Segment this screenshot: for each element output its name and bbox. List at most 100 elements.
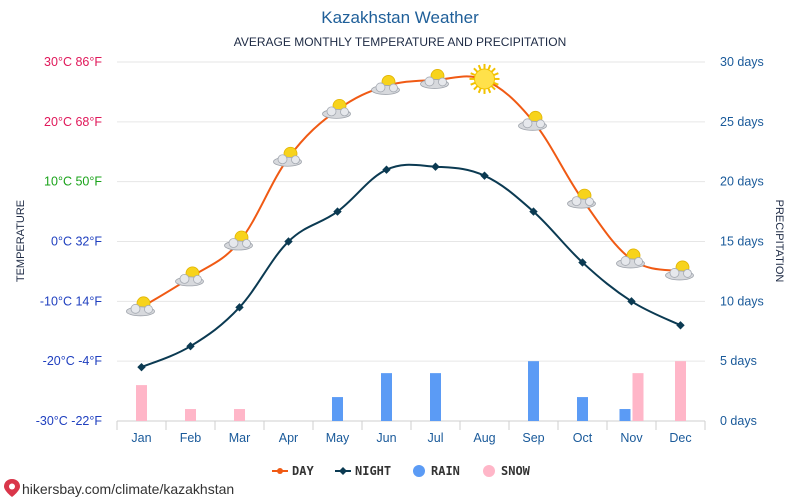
cloud-part — [522, 118, 533, 129]
cloud-part — [193, 274, 202, 284]
partly-cloudy-icon — [322, 98, 351, 119]
right-axis-label: PRECIPITATION — [773, 200, 785, 283]
rain-bar — [332, 397, 343, 421]
weather-icons — [126, 63, 694, 317]
cloud-part — [683, 269, 692, 278]
month-label: Apr — [279, 431, 298, 445]
cloud-part — [179, 273, 190, 284]
cloud-part — [571, 196, 582, 207]
sun-ray — [490, 67, 496, 73]
rain-bar — [430, 373, 441, 421]
cloud-part — [438, 77, 447, 87]
snow-bar — [136, 385, 147, 421]
night-point — [284, 237, 293, 246]
sun-ray — [487, 87, 492, 94]
source-link[interactable]: hikersbay.com/climate/kazakhstan — [4, 479, 234, 497]
legend-dot — [413, 465, 425, 477]
month-label: Mar — [229, 431, 251, 445]
month-label: Aug — [473, 431, 495, 445]
legend-item-snow: SNOW — [483, 464, 531, 478]
snow-bar — [675, 361, 686, 421]
sun-icon — [469, 63, 500, 94]
right-tick-label: 20 days — [720, 175, 764, 189]
sun-ray — [473, 85, 479, 91]
location-pin-icon — [4, 479, 20, 497]
month-label: Jul — [428, 431, 444, 445]
legend-dot — [483, 465, 495, 477]
partly-cloudy-icon — [224, 230, 253, 251]
rain-bar — [619, 409, 631, 421]
snow-bar — [632, 373, 644, 421]
legend-item-day: DAY — [272, 464, 314, 478]
partly-cloudy-icon — [273, 146, 302, 167]
partly-cloudy-icon — [371, 75, 400, 95]
night-point — [186, 342, 195, 351]
cloud-part — [326, 106, 337, 117]
right-tick-label: 30 days — [720, 55, 764, 69]
legend-label: DAY — [292, 464, 314, 478]
cloud-part — [228, 238, 239, 248]
month-label: Sep — [522, 431, 544, 445]
chart-subtitle: AVERAGE MONTHLY TEMPERATURE AND PRECIPIT… — [234, 35, 567, 49]
left-tick-label: 30°C 86°F — [44, 55, 102, 69]
rain-bar — [528, 361, 539, 421]
left-tick-label: -10°C 14°F — [40, 294, 102, 308]
sun-disc — [474, 68, 495, 90]
axis-ticks: 30°C 86°F 20°C 68°F 10°C 50°F 0°C 32°F -10°C… — [36, 55, 764, 445]
left-tick-label: 10°C 50°F — [44, 175, 102, 189]
cloud-part — [375, 82, 386, 93]
partly-cloudy-icon — [126, 296, 155, 317]
legend-marker — [277, 468, 283, 474]
right-tick-label: 15 days — [720, 235, 764, 249]
legend-label: SNOW — [501, 464, 531, 478]
sun-ray — [487, 64, 492, 71]
legend-marker — [339, 467, 347, 475]
cloud-part — [389, 83, 398, 93]
cloud-part — [130, 303, 141, 314]
cloud-part — [536, 119, 545, 129]
sun-ray — [493, 81, 499, 86]
legend-item-rain: RAIN — [413, 464, 460, 478]
partly-cloudy-icon — [567, 188, 596, 209]
sun-ray — [470, 81, 476, 86]
rain-bar — [577, 397, 588, 421]
cloud-part — [424, 76, 435, 87]
sun-ray — [490, 85, 496, 91]
snow-bar — [234, 409, 245, 421]
night-point — [333, 207, 342, 216]
sun-ray — [473, 67, 479, 73]
night-point — [529, 207, 538, 216]
left-tick-label: 20°C 68°F — [44, 115, 102, 129]
night-point — [676, 321, 685, 330]
cloud-part — [340, 107, 349, 117]
cloud-part — [634, 257, 643, 266]
right-tick-label: 10 days — [720, 294, 764, 308]
partly-cloudy-icon — [616, 248, 645, 269]
right-tick-label: 0 days — [720, 414, 757, 428]
month-label: Nov — [620, 431, 643, 445]
cloud-part — [620, 256, 631, 266]
day-line — [140, 75, 681, 309]
source-text: hikersbay.com/climate/kazakhstan — [22, 481, 234, 497]
chart-legend: DAY NIGHT RAIN SNOW — [272, 464, 531, 478]
night-point — [480, 171, 489, 180]
sun-ray — [470, 72, 476, 77]
month-label: Dec — [669, 431, 691, 445]
night-point — [137, 362, 146, 372]
night-point — [578, 258, 587, 267]
cloud-part — [669, 268, 680, 278]
night-point — [382, 165, 391, 174]
grid-lines — [116, 61, 706, 430]
cloud-part — [277, 154, 288, 165]
cloud-part — [242, 239, 251, 248]
cloud-part — [585, 197, 594, 207]
sun-ray — [493, 72, 499, 77]
month-label: May — [326, 431, 350, 445]
month-label: Oct — [573, 431, 593, 445]
right-tick-label: 5 days — [720, 354, 757, 368]
rain-bar — [381, 373, 392, 421]
night-point — [235, 303, 244, 312]
left-tick-label: 0°C 32°F — [51, 235, 102, 249]
legend-label: RAIN — [431, 464, 460, 478]
